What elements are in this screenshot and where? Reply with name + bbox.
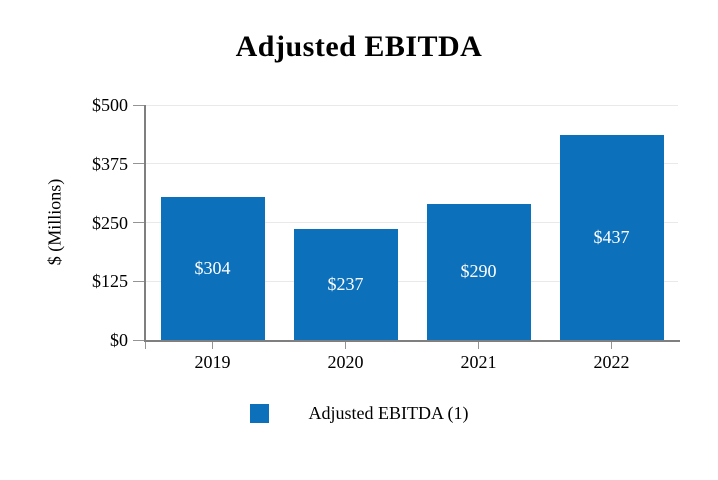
bar-value-label: $237: [327, 273, 364, 294]
y-tick-label: $375: [92, 153, 128, 174]
x-axis-line: [144, 340, 680, 342]
bar-2022: $437: [559, 134, 664, 340]
chart-title: Adjusted EBITDA: [235, 30, 483, 63]
legend-swatch: [249, 404, 269, 423]
y-tick: [133, 222, 144, 223]
bar-value-label: $304: [194, 258, 231, 279]
x-tick: [144, 342, 146, 349]
gridline: [146, 280, 678, 282]
y-tick-label: $125: [92, 271, 128, 292]
x-axis-label: 2021: [460, 352, 497, 372]
x-tick: [345, 342, 346, 349]
x-tick: [478, 342, 479, 349]
y-tick-label: $500: [92, 95, 128, 115]
bar-2021: $290: [426, 203, 531, 340]
bar-value-label: $437: [593, 226, 630, 247]
legend: Adjusted EBITDA (1): [0, 403, 718, 424]
x-axis-label: 2020: [327, 352, 364, 372]
gridline: [146, 104, 678, 106]
x-axis-label: 2019: [194, 352, 231, 372]
gridline: [146, 222, 678, 223]
gridline: [146, 163, 678, 165]
x-axis-label: 2022: [593, 352, 630, 372]
y-tick: [133, 163, 144, 165]
bar-2019: $304: [160, 197, 265, 340]
bar-2020: $237: [293, 228, 398, 340]
legend-label: Adjusted EBITDA (1): [308, 403, 469, 423]
y-tick-label: $0: [110, 330, 128, 350]
y-axis-line: [144, 105, 146, 340]
bar-value-label: $290: [460, 261, 497, 282]
y-tick: [133, 339, 144, 341]
x-tick: [212, 342, 213, 349]
x-tick: [611, 342, 612, 349]
y-tick-label: $250: [92, 212, 128, 233]
y-tick: [133, 280, 144, 282]
y-tick: [133, 104, 144, 106]
